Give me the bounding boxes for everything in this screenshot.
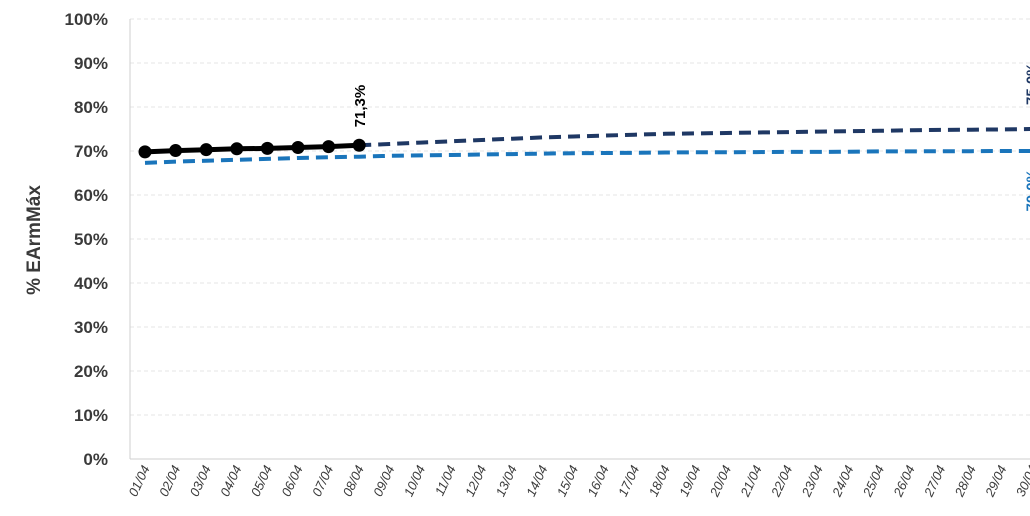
gridlines: [130, 18, 1030, 416]
observed-point: [199, 143, 213, 157]
x-tick-label: 22/04: [768, 463, 796, 500]
y-tick-label: 10%: [74, 406, 108, 425]
series-end-label: 75,0%: [1023, 62, 1030, 105]
x-tick-label: 23/04: [798, 463, 826, 500]
y-tick-label: 80%: [74, 98, 108, 117]
y-tick-label: 90%: [74, 54, 108, 73]
x-tick-label: 17/04: [615, 463, 642, 499]
x-tick-label: 06/04: [278, 463, 305, 499]
y-tick-label: 0%: [83, 450, 108, 469]
x-tick-label: 09/04: [370, 463, 397, 499]
x-tick-label: 25/04: [859, 463, 887, 500]
x-tick-label: 16/04: [584, 463, 611, 499]
x-tick-label: 08/04: [340, 463, 367, 499]
y-tick-label: 50%: [74, 230, 108, 249]
x-tick-label: 28/04: [951, 463, 979, 500]
observed-point: [169, 144, 183, 158]
x-tick-label: 26/04: [890, 463, 918, 500]
observed-point: [230, 142, 244, 156]
observed-point: [260, 141, 274, 155]
axes: [129, 19, 1030, 460]
observed-point: [291, 140, 305, 154]
forecast-series-line: [144, 149, 1030, 165]
series: [138, 127, 1030, 165]
forecast-series-line: [359, 127, 1030, 148]
x-tick-label: 12/04: [462, 463, 489, 499]
y-tick-label: 20%: [74, 362, 108, 381]
y-tick-label: 70%: [74, 142, 108, 161]
y-tick-label: 100%: [65, 10, 108, 29]
series-end-label: 71,3%: [352, 85, 369, 128]
y-tick-labels: 0% 10% 20% 30% 40% 50% 60% 70% 80% 90% 100%: [65, 10, 108, 469]
x-tick-labels: 01/04 02/04 03/04 04/04 05/04 06/04 07/04 08/04…: [125, 463, 1030, 500]
x-tick-label: 20/04: [706, 463, 734, 500]
x-tick-label: 14/04: [523, 463, 550, 499]
x-tick-label: 10/04: [401, 463, 428, 499]
x-tick-label: 11/04: [432, 463, 459, 498]
x-tick-label: 05/04: [248, 463, 275, 499]
x-tick-label: 02/04: [156, 463, 183, 499]
x-tick-label: 01/04: [125, 463, 152, 499]
x-tick-label: 18/04: [646, 463, 673, 499]
x-tick-label: 24/04: [829, 463, 857, 500]
observed-point: [352, 138, 366, 152]
y-tick-label: 60%: [74, 186, 108, 205]
y-axis-label: % EArmMáx: [24, 185, 45, 295]
series-end-label: 70,0%: [1023, 169, 1030, 212]
x-tick-label: 27/04: [921, 463, 949, 500]
x-tick-label: 29/04: [982, 463, 1010, 500]
x-tick-label: 04/04: [217, 463, 244, 499]
x-tick-label: 15/04: [554, 463, 581, 499]
y-tick-label: 30%: [74, 318, 108, 337]
observed-point: [322, 140, 336, 154]
observed-point: [138, 145, 152, 159]
x-tick-label: 13/04: [493, 463, 520, 499]
y-tick-label: 40%: [74, 274, 108, 293]
x-tick-label: 03/04: [187, 463, 214, 499]
data-labels: 71,3% 75,0% 70,0%: [352, 62, 1030, 211]
x-tick-label: 07/04: [309, 463, 336, 499]
x-tick-label: 30/04: [1013, 463, 1030, 499]
x-tick-label: 21/04: [737, 463, 765, 500]
x-tick-label: 19/04: [676, 463, 703, 499]
